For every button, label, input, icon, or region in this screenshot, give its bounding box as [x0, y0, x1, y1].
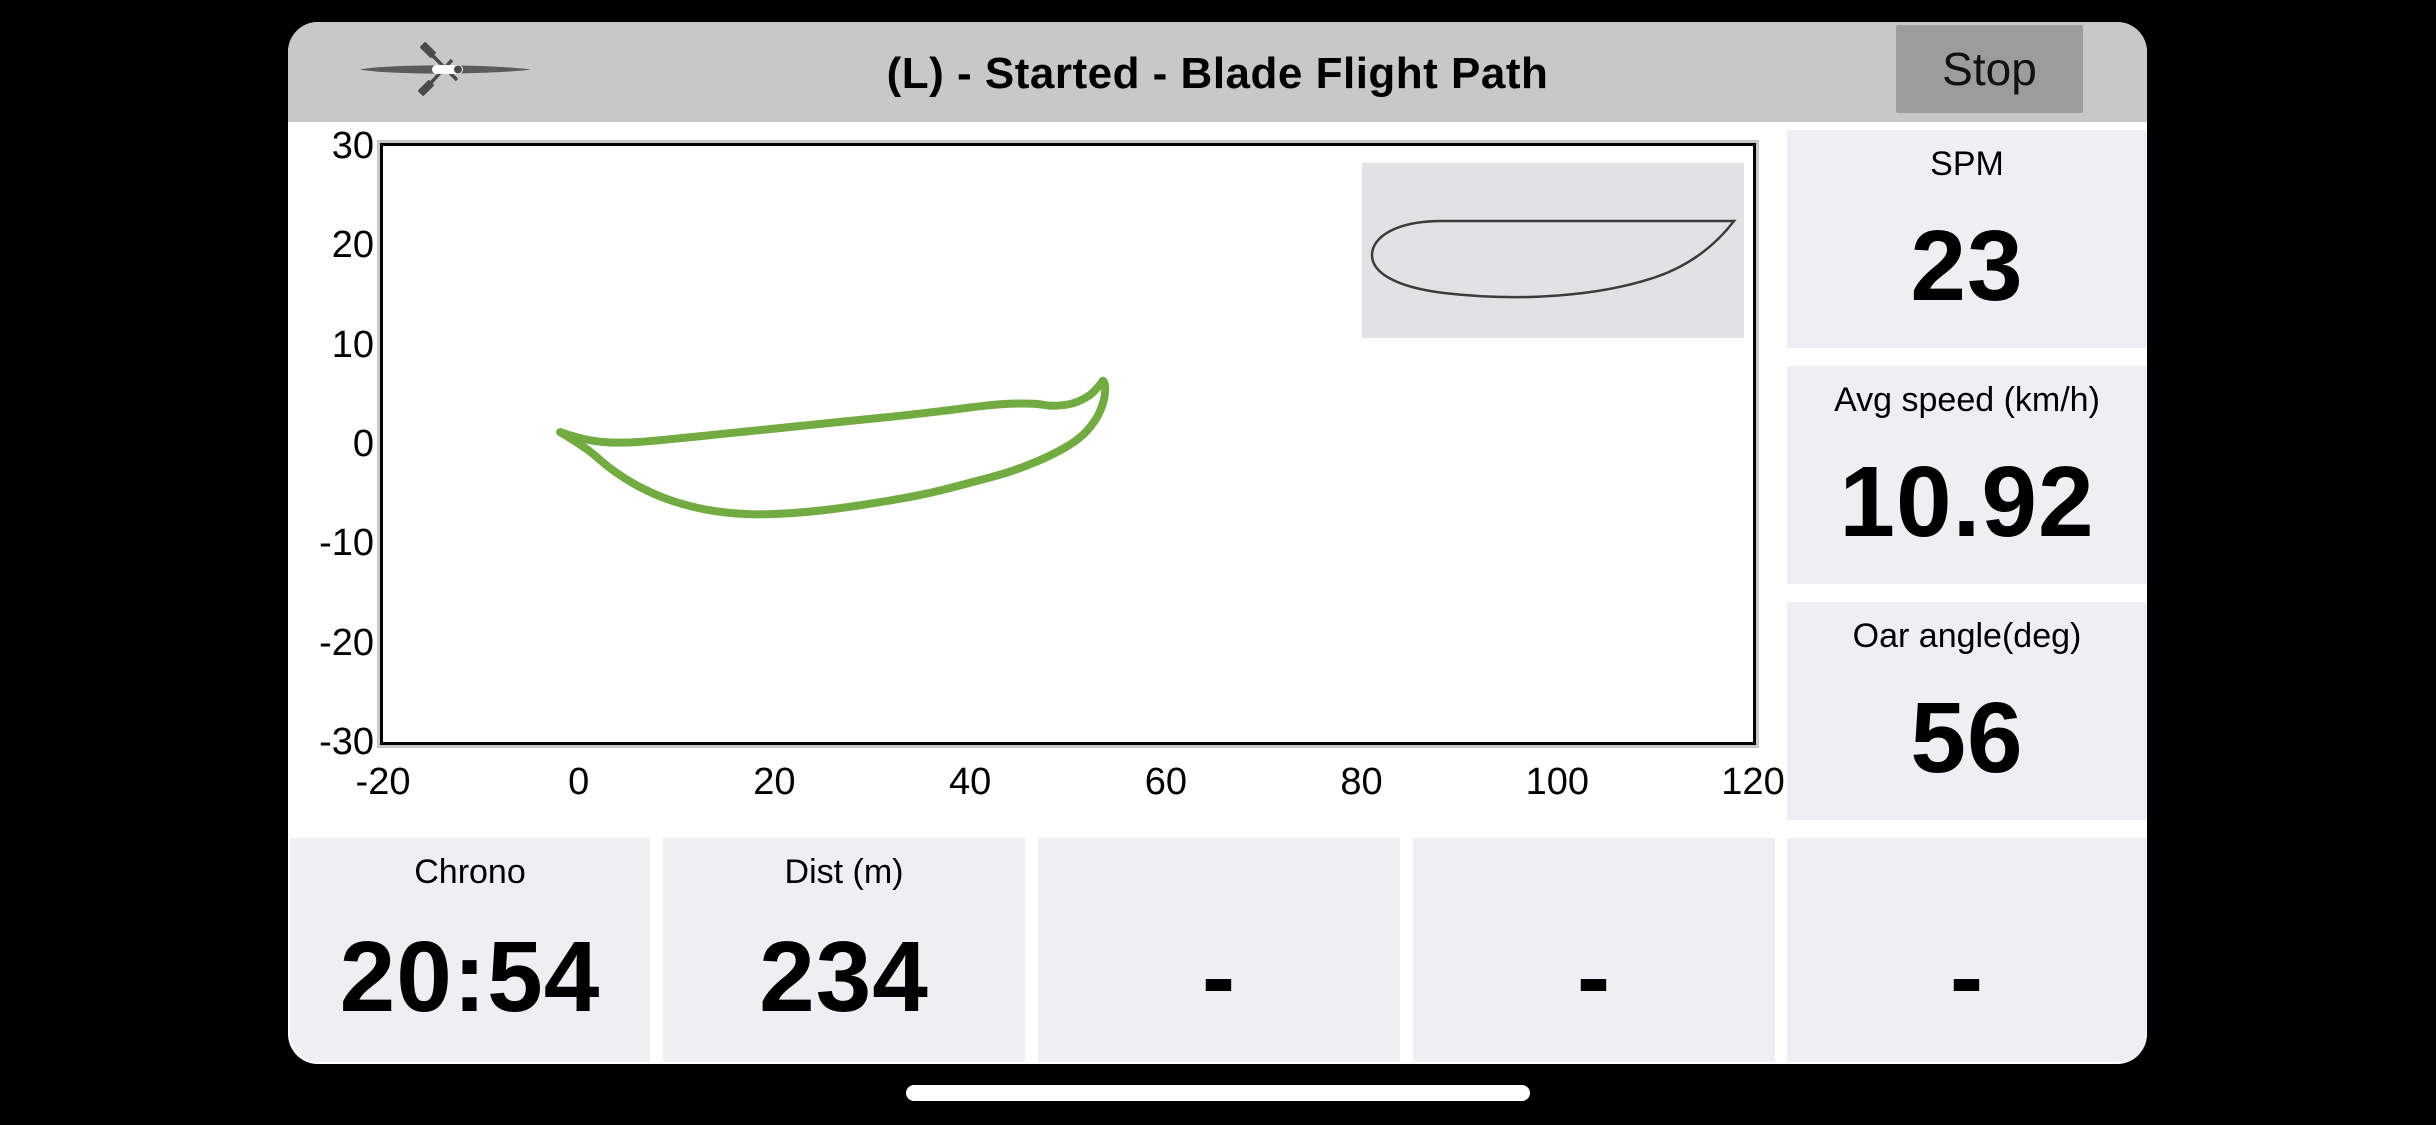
top-bar: (L) - Started - Blade Flight Path Stop: [288, 22, 2147, 122]
x-tick-label: 100: [1525, 761, 1589, 803]
home-indicator[interactable]: [906, 1085, 1530, 1101]
metric-panel-empty-3: -: [1787, 838, 2147, 1062]
y-tick-label: -20: [319, 621, 374, 664]
metric-value: 10.92: [1839, 445, 2095, 558]
metric-value: -: [1949, 920, 1985, 1033]
x-tick-label: 40: [949, 761, 992, 803]
metric-panel-avg-speed: Avg speed (km/h) 10.92: [1787, 366, 2147, 584]
app-window: (L) - Started - Blade Flight Path Stop 3…: [288, 22, 2147, 1064]
metric-value: -: [1576, 920, 1612, 1033]
page-title: (L) - Started - Blade Flight Path: [886, 49, 1549, 98]
metric-label: Dist (m): [784, 853, 904, 891]
y-tick-label: -30: [319, 721, 374, 763]
stop-button[interactable]: Stop: [1896, 25, 2083, 113]
metric-panel-spm: SPM 23: [1787, 130, 2147, 348]
metric-panel-distance: Dist (m) 234: [663, 838, 1025, 1062]
metric-panel-oar-angle: Oar angle(deg) 56: [1787, 602, 2147, 820]
metric-value: -: [1201, 920, 1237, 1033]
blade-path-line: [556, 376, 1110, 519]
blade-profile-icon: [1370, 219, 1737, 299]
y-tick-label: 10: [331, 323, 374, 366]
y-tick-label: 0: [352, 423, 374, 465]
metric-value: 56: [1910, 681, 2024, 794]
metric-panel-empty-2: -: [1413, 838, 1775, 1062]
metric-value: 234: [759, 920, 929, 1033]
y-tick-label: 30: [331, 125, 374, 167]
blade-path-chart: [556, 376, 1110, 519]
x-tick-label: 20: [753, 761, 796, 803]
metric-label: SPM: [1930, 145, 2004, 183]
y-tick-label: -10: [319, 522, 374, 565]
x-tick-label: -20: [355, 761, 411, 803]
x-tick-label: 120: [1721, 761, 1785, 803]
metric-label: Chrono: [414, 853, 526, 891]
metric-label: Avg speed (km/h): [1834, 381, 2100, 419]
x-tick-label: 80: [1340, 761, 1383, 803]
x-tick-label: 60: [1144, 761, 1187, 803]
y-tick-label: 20: [331, 224, 374, 267]
rowing-boat-icon: [360, 42, 531, 96]
x-tick-label: 0: [568, 761, 590, 803]
metric-label: Oar angle(deg): [1852, 617, 2082, 655]
blade-profile-inset: [1362, 163, 1744, 338]
metric-panel-empty-1: -: [1038, 838, 1400, 1062]
metric-value: 20:54: [339, 920, 601, 1033]
metric-value: 23: [1910, 209, 2024, 322]
metric-panel-chrono: Chrono 20:54: [290, 838, 650, 1062]
